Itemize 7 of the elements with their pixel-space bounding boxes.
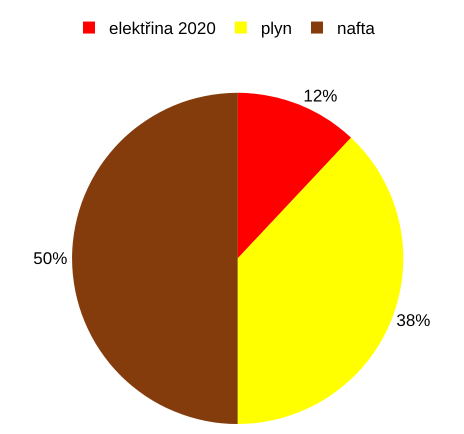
data-label: 50% [33,248,68,268]
data-label: 38% [396,311,430,330]
legend-label: nafta [337,19,376,38]
data-label: 12% [303,86,338,106]
legend-label: plyn [260,19,292,38]
pie-slice [72,92,238,424]
legend-label: elektřina 2020 [109,19,216,38]
